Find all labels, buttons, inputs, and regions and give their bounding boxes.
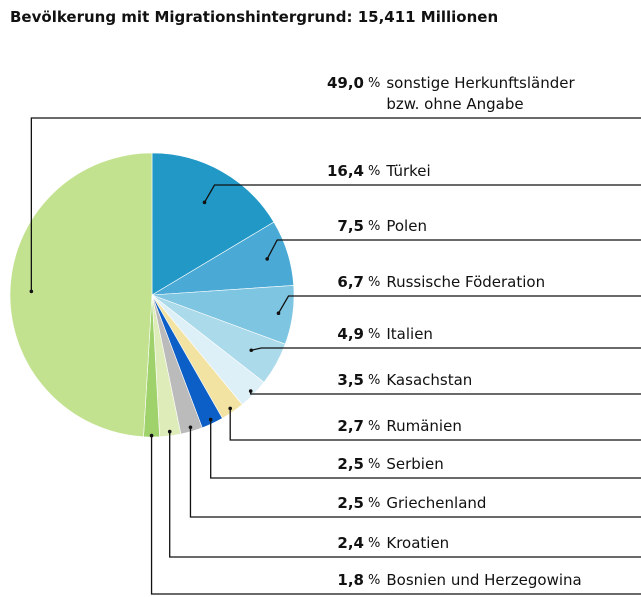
unit-label: % — [368, 373, 381, 388]
leader-dot — [249, 348, 254, 353]
leader-dot — [208, 417, 213, 422]
category-label: Türkei — [386, 162, 431, 180]
category-label: Russische Föderation — [386, 273, 546, 291]
label-row: 1,8% Bosnien und Herzegowina — [296, 570, 591, 591]
leader-line — [30, 117, 641, 292]
category-label: Rumänien — [386, 417, 462, 435]
label-row: 4,9% Italien — [296, 324, 591, 345]
label-row: 3,5% Kasachstan — [296, 370, 591, 391]
value-label: 2,7 — [337, 417, 364, 435]
unit-label: % — [368, 219, 381, 234]
leader-dot — [29, 289, 34, 294]
value-label: 1,8 — [337, 571, 364, 589]
label-row: 6,7% Russische Föderation — [296, 272, 591, 293]
category-label: sonstige Herkunftsländer bzw. ohne Angab… — [386, 74, 575, 113]
leader-dot — [276, 311, 281, 316]
label-row: 2,5% Serbien — [296, 454, 591, 475]
leader-line — [189, 427, 641, 518]
unit-label: % — [368, 496, 381, 511]
unit-label: % — [368, 457, 381, 472]
chart-title: Bevölkerung mit Migrationshintergrund: 1… — [10, 8, 499, 26]
label-row: 2,7% Rumänien — [296, 416, 591, 437]
category-label: Kroatien — [386, 534, 450, 552]
value-label: 3,5 — [337, 371, 364, 389]
leader-line — [169, 431, 641, 558]
label-row: 7,5% Polen — [296, 216, 591, 237]
leader-dot — [188, 425, 193, 430]
leader-line — [210, 419, 641, 479]
pie-slice — [151, 152, 275, 296]
leader-dot — [228, 406, 233, 411]
value-label: 4,9 — [337, 325, 364, 343]
category-label: Griechenland — [386, 494, 487, 512]
category-label: Bosnien und Herzegowina — [386, 571, 582, 589]
leader-line — [150, 435, 641, 595]
value-label: 2,5 — [337, 494, 364, 512]
category-label: Serbien — [386, 455, 444, 473]
leader-dot — [149, 433, 154, 438]
leader-line — [250, 391, 641, 395]
unit-label: % — [368, 76, 381, 91]
leader-dot — [167, 429, 172, 434]
leader-dot — [202, 200, 207, 205]
leader-dot — [248, 389, 253, 393]
label-row: 49,0% sonstige Herkunftsländer bzw. ohne … — [296, 73, 591, 115]
label-row: 2,4% Kroatien — [296, 533, 591, 554]
value-label: 16,4 — [326, 162, 364, 180]
unit-label: % — [368, 536, 381, 551]
unit-label: % — [368, 419, 381, 434]
label-row: 2,5% Griechenland — [296, 493, 591, 514]
value-label: 2,4 — [337, 534, 364, 552]
unit-label: % — [368, 275, 381, 290]
leader-line — [266, 239, 641, 260]
pie-slice — [9, 152, 153, 438]
leader-line — [277, 295, 641, 314]
unit-label: % — [368, 573, 381, 588]
leader-line — [229, 408, 641, 441]
leader-line — [203, 184, 641, 203]
value-label: 49,0 — [326, 74, 364, 92]
category-label: Polen — [386, 217, 427, 235]
value-label: 7,5 — [337, 217, 364, 235]
value-label: 6,7 — [337, 273, 364, 291]
leader-dot — [265, 257, 269, 261]
category-label: Italien — [386, 325, 433, 343]
category-label: Kasachstan — [386, 371, 473, 389]
unit-label: % — [368, 327, 381, 342]
label-row: 16,4% Türkei — [296, 161, 591, 182]
unit-label: % — [368, 164, 381, 179]
value-label: 2,5 — [337, 455, 364, 473]
leader-line — [251, 347, 641, 351]
